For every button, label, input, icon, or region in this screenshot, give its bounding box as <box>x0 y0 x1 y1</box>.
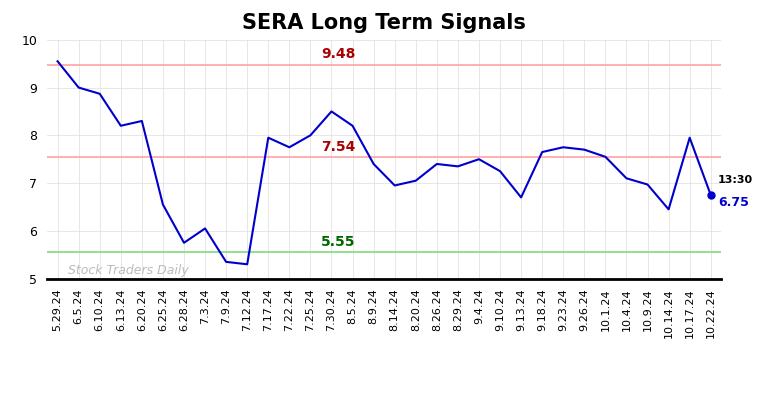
Text: 6.75: 6.75 <box>718 197 749 209</box>
Text: Stock Traders Daily: Stock Traders Daily <box>68 264 189 277</box>
Text: 9.48: 9.48 <box>321 47 356 61</box>
Title: SERA Long Term Signals: SERA Long Term Signals <box>242 13 526 33</box>
Text: 5.55: 5.55 <box>321 235 356 249</box>
Text: 7.54: 7.54 <box>321 140 356 154</box>
Text: 13:30: 13:30 <box>718 174 753 185</box>
